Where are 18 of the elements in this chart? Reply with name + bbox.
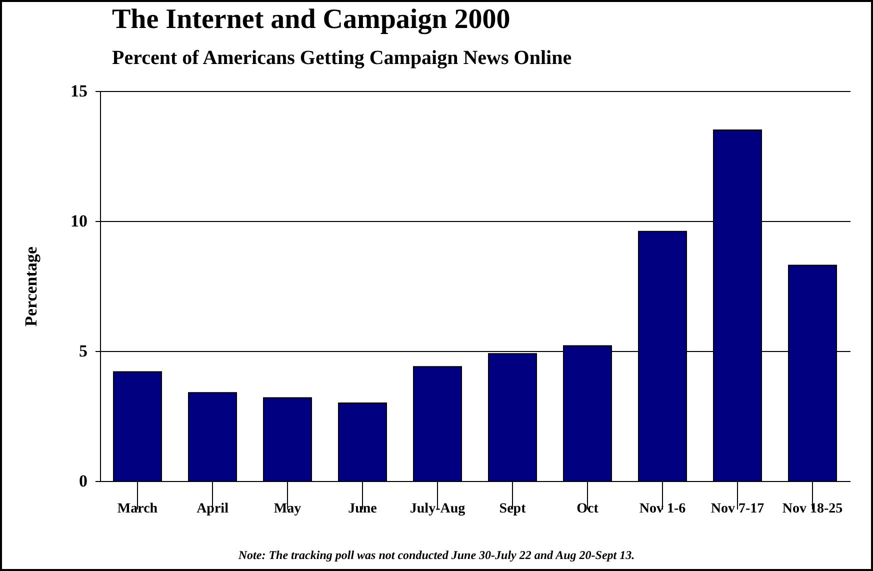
y-tick-label: 0 — [79, 472, 88, 490]
x-tick-label: Nov 1-6 — [639, 502, 686, 516]
chart-subtitle: Percent of Americans Getting Campaign News Online — [112, 47, 572, 69]
x-tick-label: July-Aug — [410, 502, 466, 516]
chart-title: The Internet and Campaign 2000 — [112, 4, 510, 35]
y-tick-label: 5 — [79, 342, 88, 360]
x-tick-label: April — [196, 502, 229, 516]
x-tick-label: Sept — [499, 502, 526, 516]
text: Note: The tracking poll was not conducted June 30-July 22 and Aug 20-Sept 13. — [237, 548, 636, 563]
x-tick-label: Oct — [576, 502, 599, 516]
x-tick-label: Nov 7-17 — [710, 502, 764, 516]
y-tick-label: 10 — [70, 212, 88, 230]
x-tick-label: March — [117, 502, 158, 516]
y-axis-title: Percentage — [22, 246, 40, 326]
x-tick-label: Nov 18-25 — [782, 502, 843, 516]
x-tick-label: June — [348, 502, 377, 516]
x-tick-label: May — [274, 502, 302, 516]
y-tick-label: 15 — [70, 82, 88, 100]
